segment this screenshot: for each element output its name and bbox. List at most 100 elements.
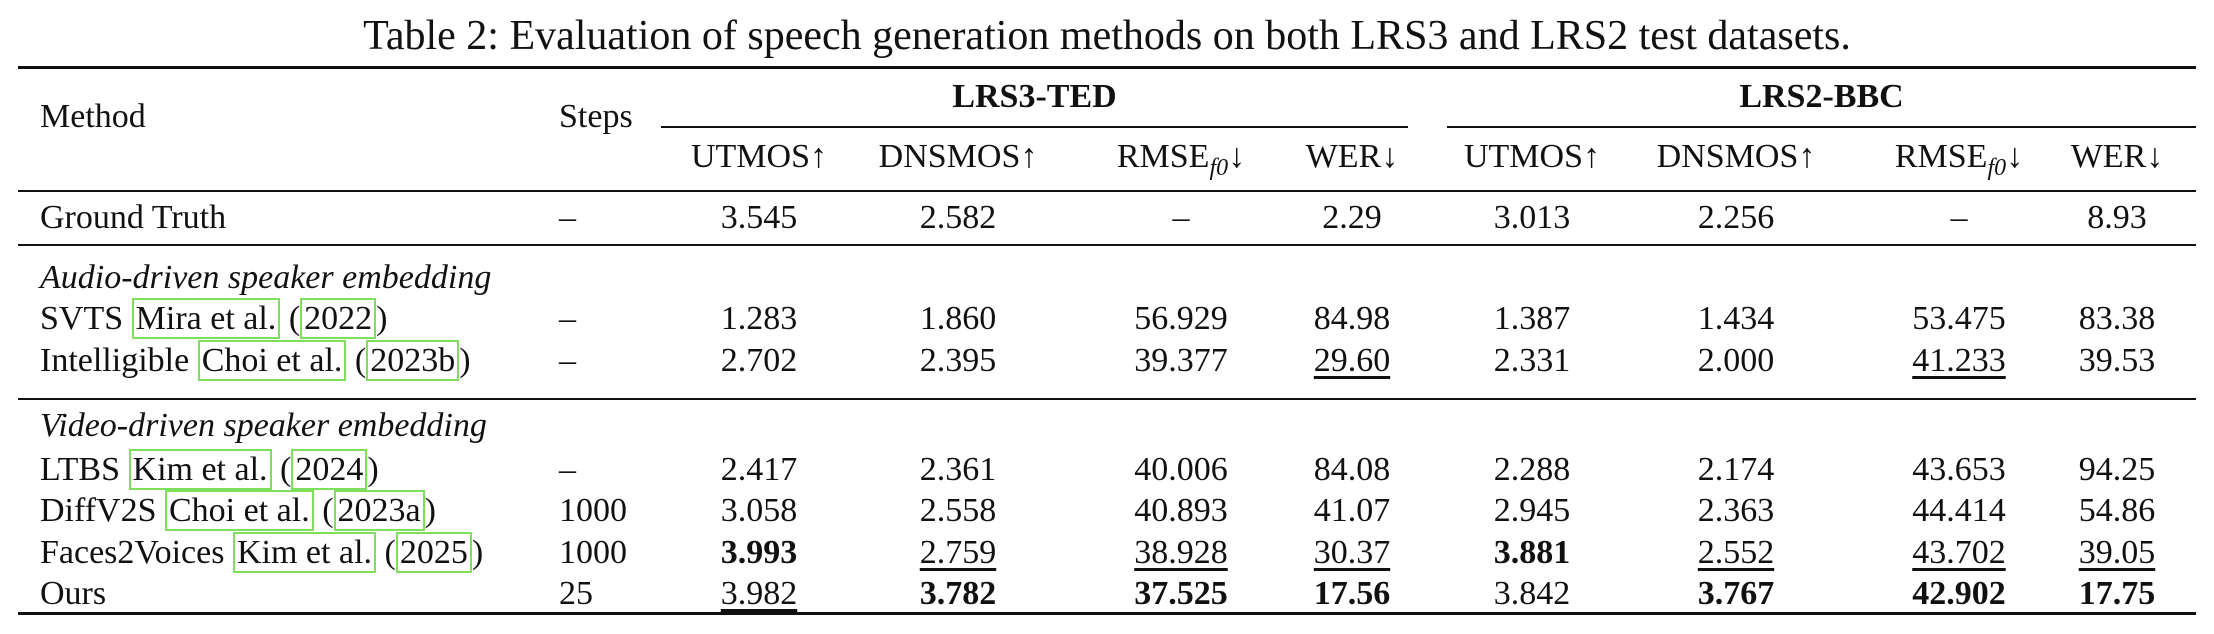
citation-link[interactable]: Kim et al. <box>232 532 376 573</box>
method-row-value: 53.475 <box>1912 300 2006 337</box>
method-row-value: 3.767 <box>1697 575 1775 612</box>
method-row-value: 3.982 <box>720 575 798 612</box>
method-row-value: 43.702 <box>1912 534 2006 571</box>
method-row-value: 42.902 <box>1912 575 2006 612</box>
method-row-value: 94.25 <box>2078 451 2156 488</box>
ground-truth-value: – <box>1950 199 1968 236</box>
method-row-value: 3.058 <box>720 492 798 529</box>
method-row-value: 3.993 <box>720 534 798 571</box>
method-name: Ours <box>40 575 107 612</box>
method-row-value: 1.434 <box>1697 300 1775 337</box>
method-row-value: 2.174 <box>1697 451 1775 488</box>
method-name: Intelligible Choi et al. (2023b) <box>40 340 471 381</box>
method-row-value: 2.395 <box>919 342 997 379</box>
metric-header: WER↓ <box>1305 138 1399 175</box>
lrs2-cmidrule <box>1447 126 2196 128</box>
top-rule <box>18 66 2196 69</box>
method-header: Method <box>40 98 146 135</box>
bottom-rule <box>18 612 2196 615</box>
section-title: Audio-driven speaker embedding <box>40 259 492 296</box>
metric-header: RMSEf0↓ <box>1116 138 1246 181</box>
method-row-value: 43.653 <box>1912 451 2006 488</box>
method-row-value: 38.928 <box>1134 534 1228 571</box>
method-row-value: 2.945 <box>1493 492 1571 529</box>
method-row-value: 1.387 <box>1493 300 1571 337</box>
citation-link[interactable]: Kim et al. <box>128 449 272 490</box>
method-row-value: 2.361 <box>919 451 997 488</box>
method-row-value: 2.288 <box>1493 451 1571 488</box>
method-row-value: 39.05 <box>2078 534 2156 571</box>
method-row-value: 2.363 <box>1697 492 1775 529</box>
method-name: DiffV2S Choi et al. (2023a) <box>40 490 436 531</box>
method-row-value: 37.525 <box>1134 575 1228 612</box>
ground-truth-label: Ground Truth <box>40 199 227 236</box>
method-row-value: 29.60 <box>1313 342 1391 379</box>
method-row-value: 3.782 <box>919 575 997 612</box>
steps-value: – <box>559 300 576 337</box>
ground-truth-steps: – <box>559 199 576 236</box>
ground-truth-value: 3.545 <box>720 199 798 236</box>
method-row-value: 30.37 <box>1313 534 1391 571</box>
method-row-value: 17.56 <box>1313 575 1391 612</box>
method-row-value: 2.331 <box>1493 342 1571 379</box>
method-row-value: 83.38 <box>2078 300 2156 337</box>
metric-header: UTMOS↑ <box>690 138 828 175</box>
section-title: Video-driven speaker embedding <box>40 407 487 444</box>
method-row-value: 41.233 <box>1912 342 2006 379</box>
header-rule <box>18 190 2196 192</box>
citation-year-link[interactable]: 2023a <box>333 490 425 531</box>
steps-header: Steps <box>559 98 633 135</box>
method-row-value: 2.000 <box>1697 342 1775 379</box>
metric-header: DNSMOS↑ <box>878 138 1038 175</box>
gt-rule <box>18 244 2196 246</box>
method-row-value: 84.98 <box>1313 300 1391 337</box>
method-row-value: 40.893 <box>1134 492 1228 529</box>
metric-header: DNSMOS↑ <box>1656 138 1816 175</box>
method-row-value: 3.881 <box>1493 534 1571 571</box>
steps-value: 1000 <box>559 534 627 571</box>
group-header-lrs3: LRS3-TED <box>952 78 1117 115</box>
steps-value: – <box>559 342 576 379</box>
steps-value: 1000 <box>559 492 627 529</box>
method-row-value: 40.006 <box>1134 451 1228 488</box>
group-header-lrs2: LRS2-BBC <box>1739 78 1904 115</box>
ground-truth-value: 2.256 <box>1697 199 1775 236</box>
method-name: Faces2Voices Kim et al. (2025) <box>40 532 484 573</box>
ground-truth-value: 2.582 <box>919 199 997 236</box>
metric-header: WER↓ <box>2070 138 2164 175</box>
method-row-value: 56.929 <box>1134 300 1228 337</box>
citation-year-link[interactable]: 2024 <box>291 449 368 490</box>
method-row-value: 41.07 <box>1313 492 1391 529</box>
citation-link[interactable]: Choi et al. <box>197 340 347 381</box>
steps-value: – <box>559 451 576 488</box>
method-row-value: 54.86 <box>2078 492 2156 529</box>
ground-truth-value: – <box>1172 199 1190 236</box>
method-row-value: 17.75 <box>2078 575 2156 612</box>
method-name: SVTS Mira et al. (2022) <box>40 298 388 339</box>
method-row-value: 39.53 <box>2078 342 2156 379</box>
ground-truth-value: 3.013 <box>1493 199 1571 236</box>
method-name: LTBS Kim et al. (2024) <box>40 449 379 490</box>
method-row-value: 2.759 <box>919 534 997 571</box>
metric-header: UTMOS↑ <box>1463 138 1601 175</box>
method-row-value: 2.552 <box>1697 534 1775 571</box>
section-rule <box>18 398 2196 400</box>
metric-header: RMSEf0↓ <box>1894 138 2024 181</box>
method-row-value: 2.417 <box>720 451 798 488</box>
lrs3-cmidrule <box>661 126 1408 128</box>
ground-truth-value: 2.29 <box>1322 199 1382 236</box>
method-row-value: 1.283 <box>720 300 798 337</box>
citation-year-link[interactable]: 2025 <box>395 532 472 573</box>
steps-value: 25 <box>559 575 593 612</box>
method-row-value: 2.558 <box>919 492 997 529</box>
citation-link[interactable]: Mira et al. <box>131 298 281 339</box>
citation-year-link[interactable]: 2022 <box>300 298 377 339</box>
method-row-value: 44.414 <box>1912 492 2006 529</box>
method-row-value: 84.08 <box>1313 451 1391 488</box>
method-row-value: 1.860 <box>919 300 997 337</box>
citation-year-link[interactable]: 2023b <box>366 340 460 381</box>
method-row-value: 2.702 <box>720 342 798 379</box>
method-row-value: 39.377 <box>1134 342 1228 379</box>
citation-link[interactable]: Choi et al. <box>165 490 314 531</box>
table-caption: Table 2: Evaluation of speech generation… <box>363 13 1851 59</box>
